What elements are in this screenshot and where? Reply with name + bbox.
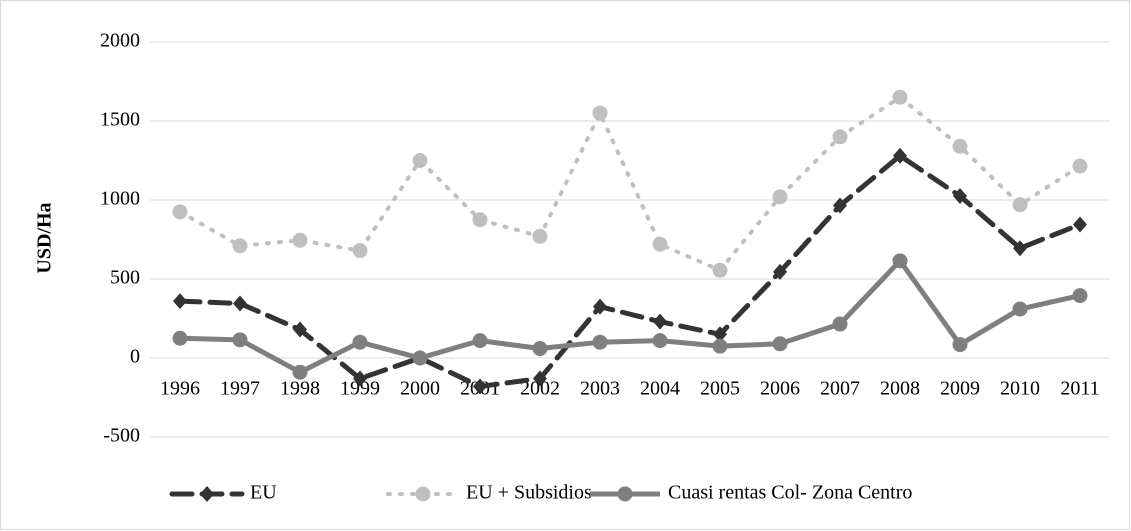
point (532, 228, 548, 244)
point (1073, 216, 1087, 233)
point (653, 313, 667, 330)
point (473, 378, 487, 395)
series-line (178, 95, 1082, 273)
point (773, 263, 787, 280)
x-tick-label: 1997 (220, 378, 260, 400)
y-tick-label: 500 (110, 267, 140, 289)
y-tick-label: 1000 (100, 188, 140, 210)
y-tick-label: -500 (103, 425, 140, 447)
point (173, 293, 187, 310)
point (532, 341, 548, 357)
point (1012, 301, 1028, 317)
point (893, 147, 907, 164)
point (712, 338, 728, 354)
legend-label: EU (250, 482, 277, 504)
point (713, 326, 727, 343)
point (292, 364, 308, 380)
point (1072, 158, 1088, 174)
x-tick-label: 1998 (280, 378, 320, 400)
point (892, 89, 908, 105)
x-tick-label: 2007 (820, 378, 860, 400)
point (412, 350, 428, 366)
point (832, 316, 848, 332)
legend-label: EU + Subsidios (466, 482, 592, 504)
point (353, 370, 367, 387)
y-tick-label: 0 (130, 346, 140, 368)
x-tick-label: 2006 (760, 378, 800, 400)
x-tick-label: 2004 (640, 378, 680, 400)
point (293, 321, 307, 338)
x-tick-label: 2009 (940, 378, 980, 400)
series-line (179, 258, 1081, 375)
series-line (177, 153, 1083, 389)
point (952, 138, 968, 154)
legend-label: Cuasi rentas Col- Zona Centro (668, 482, 912, 504)
y-axis-label: USD/Ha (34, 202, 56, 273)
legend-marker (617, 486, 633, 502)
point (352, 243, 368, 259)
x-tick-label: 2003 (580, 378, 620, 400)
point (412, 153, 428, 168)
x-tick-label: 2000 (400, 378, 440, 400)
point (1012, 197, 1028, 213)
point (472, 212, 488, 228)
point (1013, 240, 1027, 257)
point (232, 332, 248, 348)
point (1072, 288, 1088, 304)
point (712, 262, 728, 278)
point (593, 298, 607, 315)
point (772, 189, 788, 205)
x-tick-label: 2011 (1060, 378, 1099, 400)
y-tick-label: 2000 (100, 30, 140, 52)
legend-marker (415, 486, 431, 502)
point (592, 105, 608, 121)
point (472, 333, 488, 349)
point (953, 188, 967, 205)
point (892, 253, 908, 269)
point (172, 330, 188, 346)
point (772, 336, 788, 352)
point (832, 129, 848, 145)
point (292, 232, 308, 248)
point (652, 333, 668, 349)
x-tick-label: 1999 (340, 378, 380, 400)
x-tick-label: 2008 (880, 378, 920, 400)
point (172, 204, 188, 220)
y-tick-label: 1500 (100, 109, 140, 131)
point (592, 334, 608, 350)
point (352, 334, 368, 350)
x-tick-label: 2005 (700, 378, 740, 400)
point (652, 236, 668, 252)
x-tick-label: 2002 (520, 378, 560, 400)
point (232, 238, 248, 254)
x-tick-label: 1996 (160, 378, 200, 400)
point (533, 370, 547, 387)
point (233, 295, 247, 312)
point (952, 337, 968, 353)
legend-marker (200, 486, 214, 502)
point (833, 197, 847, 214)
x-tick-label: 2010 (1000, 378, 1040, 400)
